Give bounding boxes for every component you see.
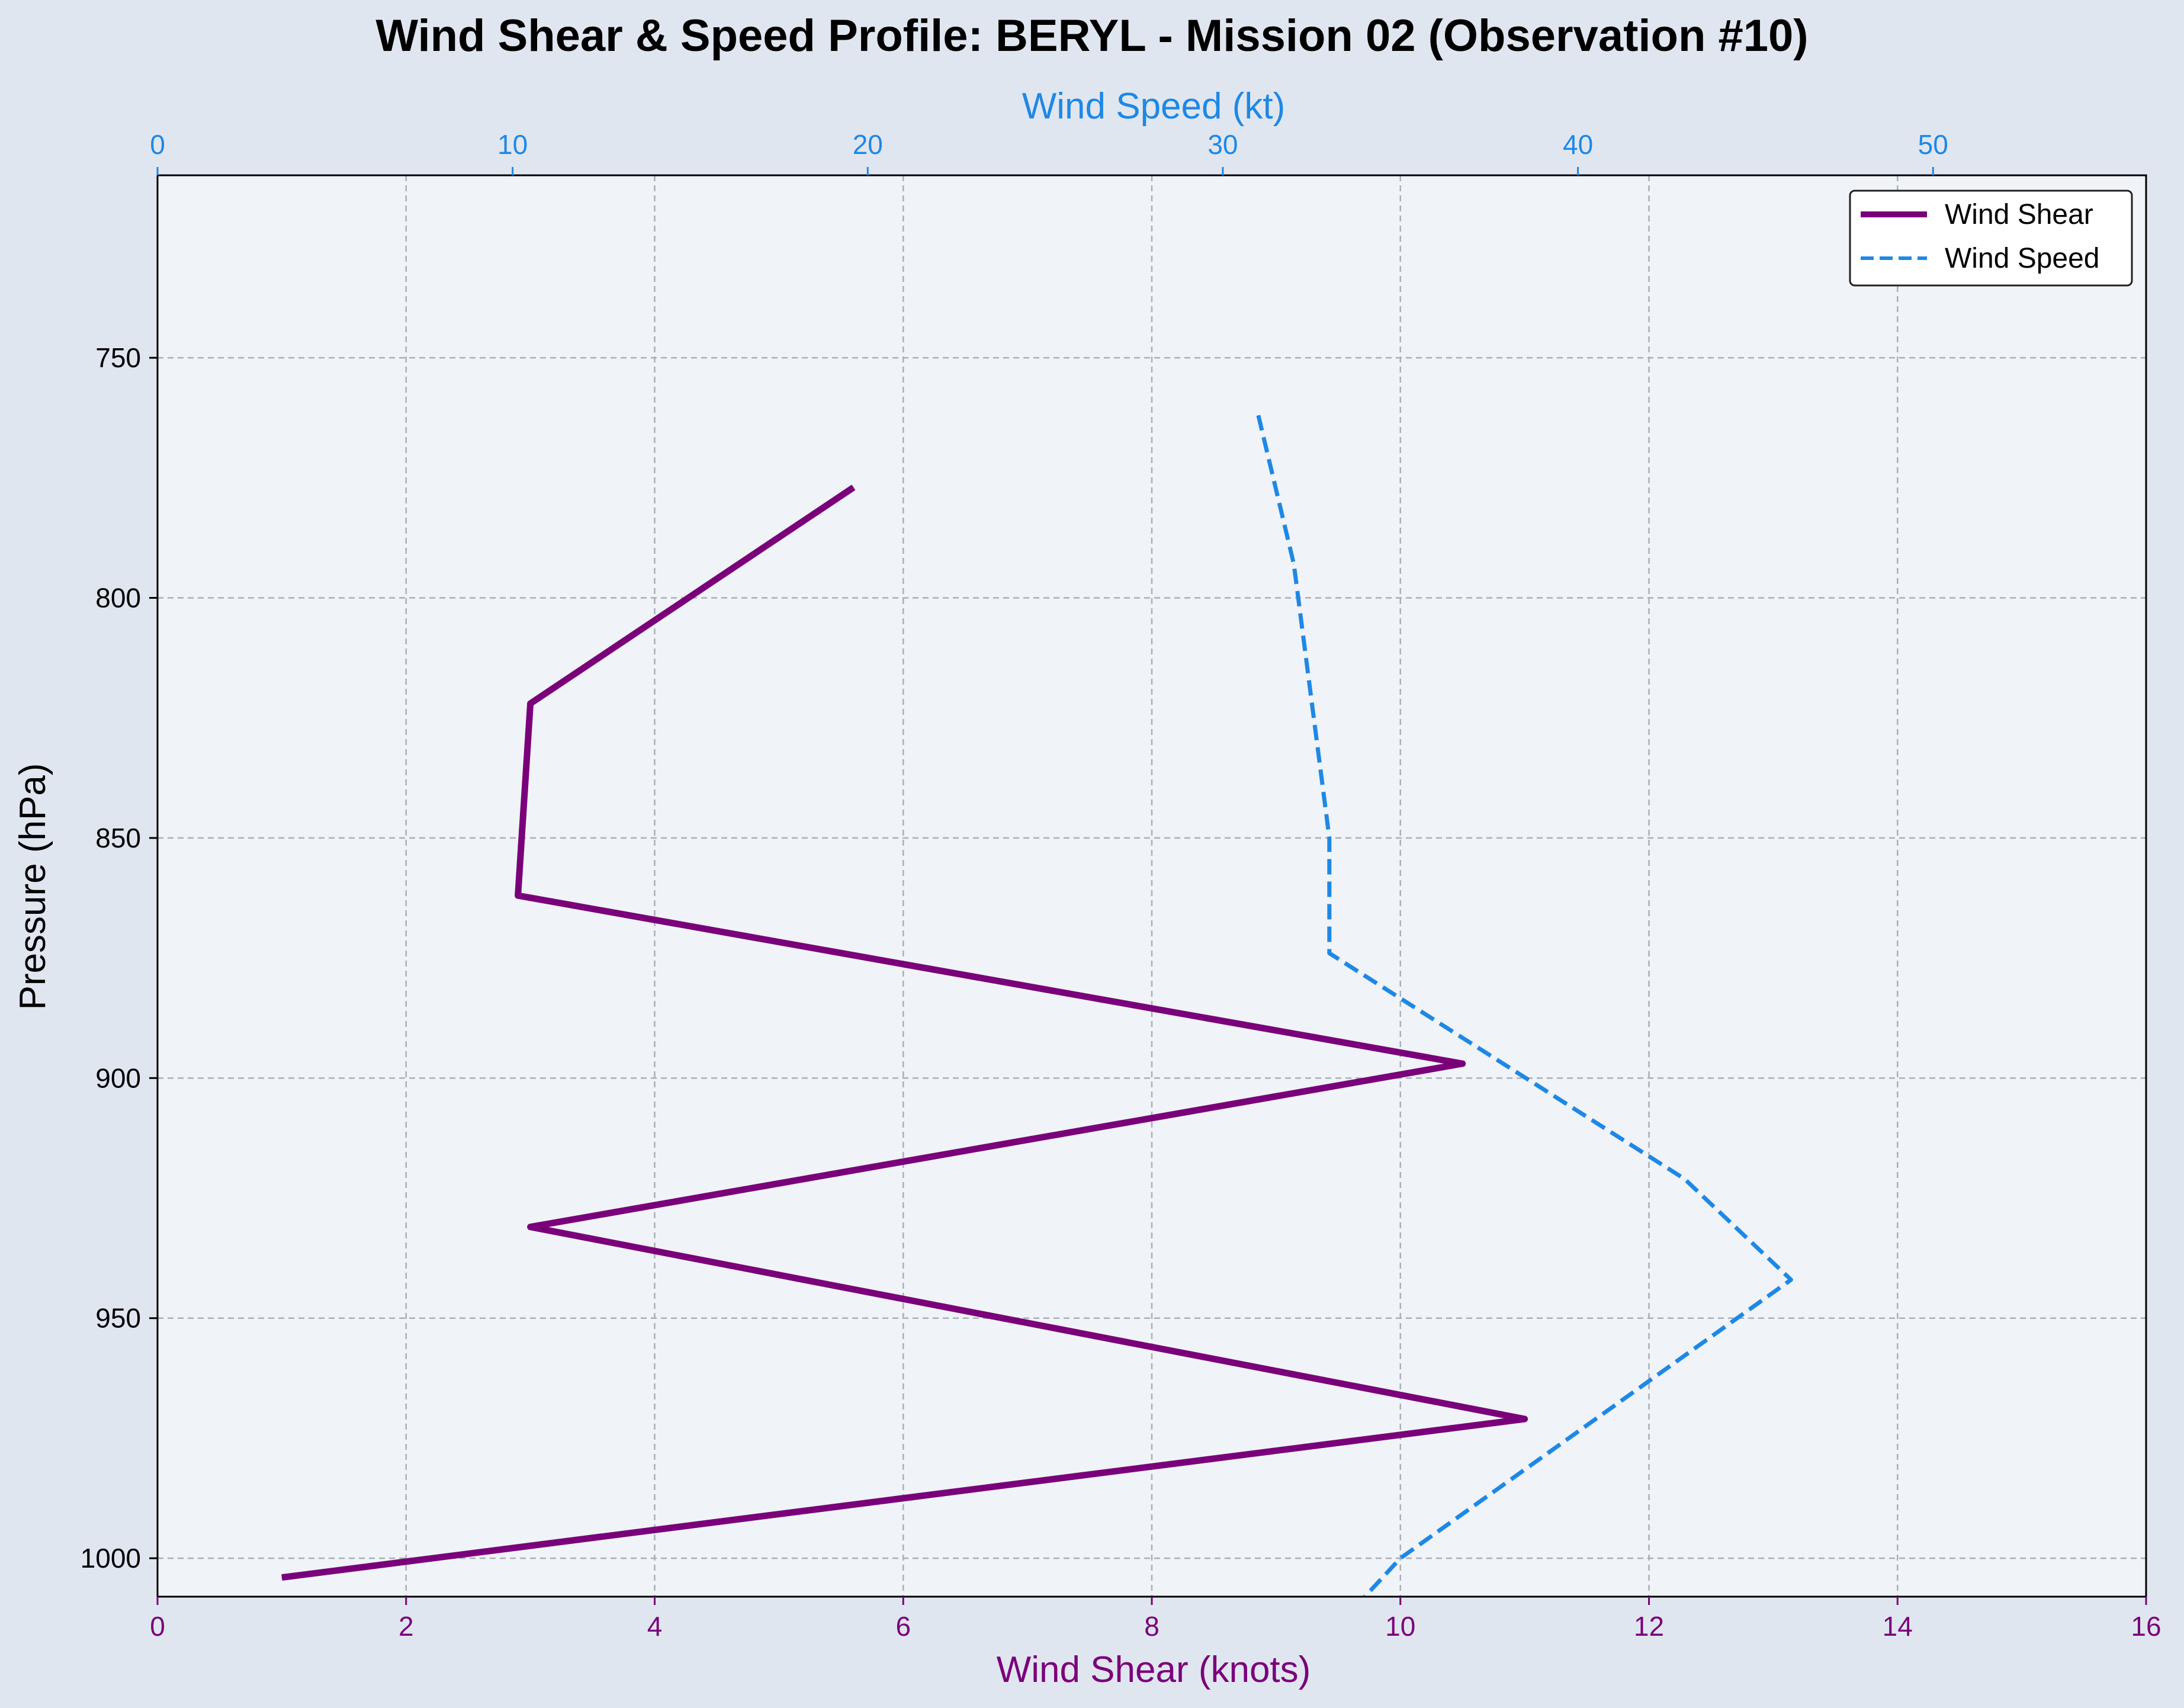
- xtick-label-top-10: 10: [497, 129, 528, 160]
- ytick-label-1000: 1000: [81, 1543, 141, 1574]
- xtick-label-bottom-14: 14: [1883, 1611, 1913, 1642]
- xtick-label-top-30: 30: [1207, 129, 1238, 160]
- data-point-wind-shear-1: [530, 703, 531, 704]
- top-axis-label: Wind Speed (kt): [1022, 86, 1286, 127]
- xtick-label-bottom-6: 6: [895, 1611, 911, 1642]
- data-point-wind-speed-6: [1400, 1558, 1401, 1559]
- axis-ticks: 0 2 4 6 8 10 12 14 16 0 10 20 30 40 50 750 800 850 900 950 1…: [81, 129, 2161, 1642]
- ytick-label-800: 800: [95, 583, 141, 614]
- series-line-wind-speed: [1256, 415, 1793, 1597]
- xtick-label-top-50: 50: [1918, 129, 1948, 160]
- ytick-label-750: 750: [95, 342, 141, 373]
- data-point-wind-shear-0: [853, 487, 854, 488]
- legend-label-wind-shear: Wind Shear: [1945, 199, 2093, 230]
- legend: Wind Shear Wind Speed: [1849, 190, 2133, 287]
- ytick-label-950: 950: [95, 1303, 141, 1334]
- ytick-label-900: 900: [95, 1062, 141, 1093]
- data-point-wind-shear-6: [281, 1577, 282, 1578]
- xtick-label-top-0: 0: [150, 129, 165, 160]
- legend-label-wind-speed: Wind Speed: [1945, 243, 2100, 274]
- xtick-label-bottom-12: 12: [1634, 1611, 1664, 1642]
- ytick-label-850: 850: [95, 823, 141, 853]
- bottom-axis-label: Wind Shear (knots): [997, 1649, 1311, 1690]
- chart-title: Wind Shear & Speed Profile: BERYL - Miss…: [375, 11, 1808, 61]
- xtick-label-bottom-10: 10: [1385, 1611, 1415, 1642]
- xtick-label-bottom-8: 8: [1144, 1611, 1160, 1642]
- data-point-wind-shear-5: [1524, 1418, 1525, 1420]
- xtick-label-top-20: 20: [853, 129, 883, 160]
- xtick-label-top-40: 40: [1563, 129, 1593, 160]
- xtick-label-bottom-4: 4: [647, 1611, 663, 1642]
- xtick-label-bottom-0: 0: [150, 1611, 165, 1642]
- xtick-label-bottom-16: 16: [2131, 1611, 2161, 1642]
- xtick-label-bottom-2: 2: [399, 1611, 414, 1642]
- y-axis-label: Pressure (hPa): [12, 763, 53, 1010]
